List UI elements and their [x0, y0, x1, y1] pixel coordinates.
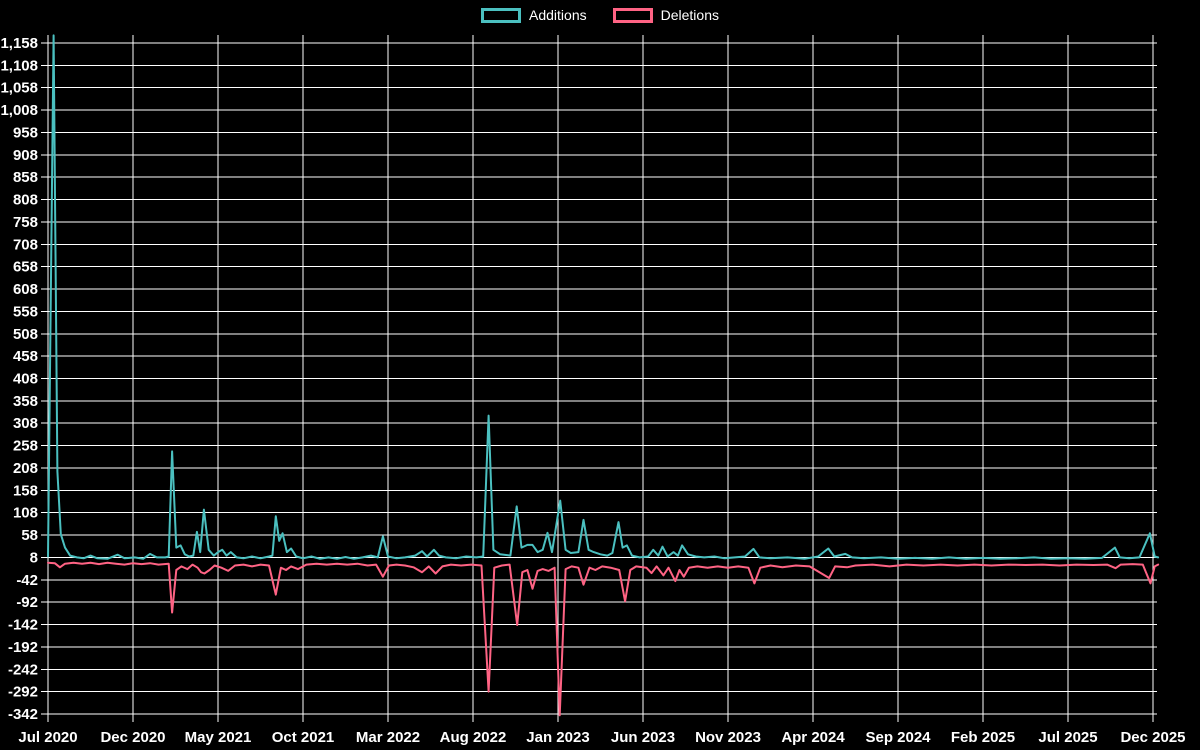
x-tick-label: Mar 2022	[356, 729, 420, 746]
grid-lines	[41, 35, 1157, 722]
x-axis-labels: Jul 2020 Dec 2020 May 2021 Oct 2021 Mar 2022…	[18, 729, 1185, 746]
y-tick-label: 558	[13, 303, 38, 320]
y-tick-label: 108	[13, 505, 38, 522]
y-tick-label: 758	[13, 214, 38, 231]
y-tick-label: -292	[8, 684, 38, 701]
y-tick-label: -92	[16, 594, 38, 611]
x-tick-label: Aug 2022	[440, 729, 507, 746]
y-tick-label: 458	[13, 348, 38, 365]
y-tick-label: 608	[13, 281, 38, 298]
additions-legend-label: Additions	[529, 7, 587, 23]
deletions-line	[47, 561, 1160, 717]
x-tick-label: Dec 2020	[100, 729, 165, 746]
y-tick-label: -142	[8, 617, 38, 634]
y-tick-label: 658	[13, 259, 38, 276]
y-tick-label: 208	[13, 460, 38, 477]
y-tick-label: 8	[30, 549, 38, 566]
x-tick-label: Jul 2020	[18, 729, 77, 746]
x-tick-label: May 2021	[185, 729, 252, 746]
y-tick-label: 1,158	[0, 35, 38, 52]
y-tick-label: 408	[13, 371, 38, 388]
y-tick-label: 58	[21, 527, 38, 544]
y-tick-label: 858	[13, 169, 38, 186]
y-tick-label: 308	[13, 415, 38, 432]
y-tick-label: 258	[13, 438, 38, 455]
y-tick-label: -42	[16, 572, 38, 589]
x-tick-label: Oct 2021	[272, 729, 335, 746]
additions-line	[47, 34, 1160, 560]
y-tick-label: 908	[13, 147, 38, 164]
y-tick-label: 708	[13, 236, 38, 253]
y-tick-label: -242	[8, 661, 38, 678]
x-tick-label: Sep 2024	[865, 729, 931, 746]
y-tick-label: 358	[13, 393, 38, 410]
y-tick-label: 508	[13, 326, 38, 343]
additions-legend-swatch	[481, 8, 522, 23]
y-tick-label: 1,108	[0, 57, 38, 74]
legend-item-deletions[interactable]: Deletions	[612, 7, 719, 23]
deletions-legend-label: Deletions	[660, 7, 719, 23]
y-axis-labels: 1,1581,1081,0581,00895890885880875870865…	[0, 35, 38, 723]
y-tick-label: 958	[13, 124, 38, 141]
x-tick-label: Feb 2025	[951, 729, 1015, 746]
chart-legend: Additions Deletions	[0, 8, 1200, 23]
y-tick-label: 158	[13, 482, 38, 499]
x-tick-label: Jun 2023	[611, 729, 675, 746]
x-tick-label: Apr 2024	[781, 729, 845, 746]
y-tick-label: 1,008	[0, 102, 38, 119]
x-tick-label: Jul 2025	[1038, 729, 1097, 746]
x-tick-label: Jan 2023	[526, 729, 589, 746]
y-tick-label: -192	[8, 639, 38, 656]
y-tick-label: 1,058	[0, 80, 38, 97]
x-tick-label: Dec 2025	[1120, 729, 1185, 746]
y-tick-label: -342	[8, 706, 38, 723]
deletions-legend-swatch	[612, 8, 653, 23]
legend-item-additions[interactable]: Additions	[481, 8, 587, 23]
x-tick-label: Nov 2023	[695, 729, 761, 746]
y-tick-label: 808	[13, 192, 38, 209]
